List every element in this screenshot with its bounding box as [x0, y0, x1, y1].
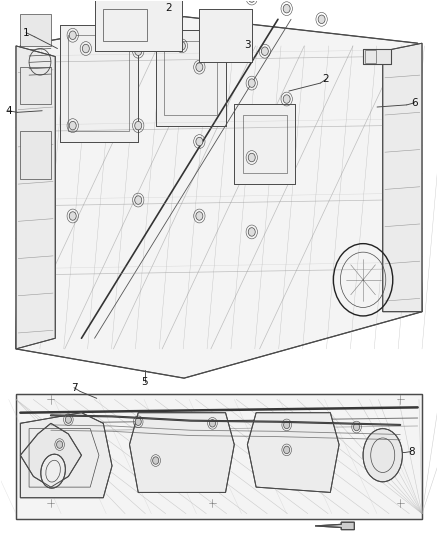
- Text: 2: 2: [166, 3, 172, 13]
- Circle shape: [152, 457, 159, 464]
- Bar: [155, 30, 226, 126]
- Text: 5: 5: [141, 377, 148, 387]
- Bar: [363, 49, 392, 64]
- Bar: [365, 50, 376, 63]
- Bar: [199, 9, 252, 62]
- Circle shape: [135, 196, 142, 204]
- Polygon shape: [16, 46, 55, 349]
- Circle shape: [353, 423, 360, 431]
- Circle shape: [196, 138, 203, 146]
- Circle shape: [65, 416, 71, 423]
- Bar: [20, 131, 51, 179]
- Polygon shape: [16, 17, 422, 378]
- Circle shape: [135, 47, 142, 55]
- Circle shape: [196, 63, 203, 71]
- Circle shape: [178, 42, 185, 50]
- Polygon shape: [130, 413, 234, 492]
- Bar: [20, 67, 51, 104]
- Bar: [243, 115, 287, 173]
- Text: 3: 3: [244, 40, 251, 50]
- Ellipse shape: [41, 454, 65, 488]
- Circle shape: [248, 0, 255, 2]
- Circle shape: [69, 212, 76, 220]
- Bar: [199, 9, 252, 62]
- Polygon shape: [383, 43, 422, 312]
- Circle shape: [235, 44, 242, 53]
- Circle shape: [209, 419, 215, 427]
- Polygon shape: [20, 423, 81, 487]
- Circle shape: [222, 31, 229, 39]
- Circle shape: [283, 4, 290, 13]
- Bar: [68, 35, 130, 131]
- Circle shape: [82, 44, 89, 53]
- Circle shape: [284, 446, 290, 454]
- Text: 7: 7: [71, 383, 78, 393]
- Circle shape: [283, 95, 290, 103]
- Bar: [234, 104, 295, 184]
- Text: 6: 6: [411, 98, 418, 108]
- Circle shape: [69, 31, 76, 39]
- Polygon shape: [315, 522, 354, 530]
- Circle shape: [318, 15, 325, 23]
- Bar: [363, 49, 392, 64]
- Circle shape: [248, 228, 255, 236]
- Bar: [234, 104, 295, 184]
- Bar: [95, 0, 182, 51]
- Bar: [103, 9, 147, 41]
- Text: 2: 2: [323, 75, 329, 84]
- Polygon shape: [20, 413, 112, 498]
- Text: 1: 1: [23, 28, 29, 38]
- Bar: [155, 30, 226, 126]
- Circle shape: [261, 47, 268, 55]
- Bar: [164, 41, 217, 115]
- Circle shape: [152, 39, 159, 47]
- Circle shape: [135, 418, 141, 425]
- Bar: [60, 25, 138, 142]
- Bar: [20, 14, 51, 46]
- Circle shape: [126, 39, 133, 47]
- Circle shape: [284, 421, 290, 429]
- Bar: [60, 25, 138, 142]
- Circle shape: [57, 441, 63, 448]
- Polygon shape: [247, 413, 339, 492]
- Ellipse shape: [363, 429, 403, 482]
- Circle shape: [135, 122, 142, 130]
- Circle shape: [248, 79, 255, 87]
- Bar: [16, 394, 422, 519]
- Text: 8: 8: [408, 447, 414, 456]
- Circle shape: [196, 212, 203, 220]
- Text: 4: 4: [5, 106, 12, 116]
- Circle shape: [248, 154, 255, 162]
- Bar: [16, 394, 422, 519]
- Circle shape: [69, 122, 76, 130]
- Bar: [95, 0, 182, 51]
